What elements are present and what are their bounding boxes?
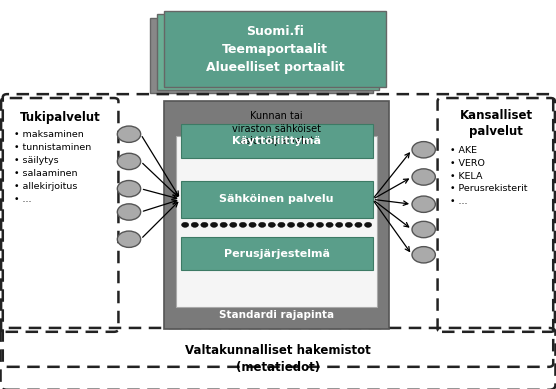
Circle shape bbox=[191, 223, 198, 227]
Circle shape bbox=[117, 204, 141, 220]
Circle shape bbox=[201, 223, 208, 227]
Circle shape bbox=[412, 142, 435, 158]
FancyBboxPatch shape bbox=[157, 14, 379, 90]
Circle shape bbox=[412, 196, 435, 212]
Circle shape bbox=[117, 126, 141, 142]
Circle shape bbox=[345, 223, 353, 227]
Circle shape bbox=[287, 223, 295, 227]
Circle shape bbox=[220, 223, 227, 227]
Circle shape bbox=[278, 223, 285, 227]
Circle shape bbox=[355, 223, 362, 227]
Circle shape bbox=[210, 223, 217, 227]
FancyBboxPatch shape bbox=[164, 101, 389, 329]
Circle shape bbox=[307, 223, 314, 227]
Circle shape bbox=[326, 223, 333, 227]
Text: Käyttöliittymä: Käyttöliittymä bbox=[232, 136, 321, 146]
Text: Kunnan tai
viraston sähköiset
asiointipalvelut: Kunnan tai viraston sähköiset asiointipa… bbox=[232, 111, 321, 147]
Circle shape bbox=[412, 221, 435, 238]
FancyBboxPatch shape bbox=[181, 124, 373, 158]
Text: Tukipalvelut: Tukipalvelut bbox=[19, 111, 100, 124]
Circle shape bbox=[117, 153, 141, 170]
FancyBboxPatch shape bbox=[181, 237, 373, 270]
FancyBboxPatch shape bbox=[181, 181, 373, 218]
Circle shape bbox=[249, 223, 256, 227]
Circle shape bbox=[117, 231, 141, 247]
Circle shape bbox=[297, 223, 304, 227]
Text: Perusjärjestelmä: Perusjärjestelmä bbox=[224, 249, 330, 259]
Text: • AKE
• VERO
• KELA
• Perusrekisterit
• ...: • AKE • VERO • KELA • Perusrekisterit • … bbox=[450, 146, 528, 206]
Text: • maksaminen
• tunnistaminen
• säilytys
• salaaminen
• allekirjoitus
• ...: • maksaminen • tunnistaminen • säilytys … bbox=[14, 130, 91, 203]
Text: Standardi rajapinta: Standardi rajapinta bbox=[219, 310, 334, 320]
Circle shape bbox=[412, 247, 435, 263]
FancyBboxPatch shape bbox=[150, 18, 373, 93]
FancyBboxPatch shape bbox=[176, 136, 377, 307]
Circle shape bbox=[365, 223, 371, 227]
Text: Suomi.fi
Teemaportaalit
Alueelliset portaalit: Suomi.fi Teemaportaalit Alueelliset port… bbox=[206, 25, 345, 74]
Circle shape bbox=[117, 180, 141, 197]
Circle shape bbox=[259, 223, 266, 227]
FancyBboxPatch shape bbox=[164, 11, 386, 87]
Text: Kansalliset
palvelut: Kansalliset palvelut bbox=[460, 109, 533, 138]
Text: Valtakunnalliset hakemistot
(metatiedot): Valtakunnalliset hakemistot (metatiedot) bbox=[185, 344, 371, 374]
Circle shape bbox=[239, 223, 246, 227]
Circle shape bbox=[412, 169, 435, 185]
Circle shape bbox=[316, 223, 324, 227]
Text: Sähköinen palvelu: Sähköinen palvelu bbox=[220, 194, 334, 204]
Circle shape bbox=[181, 223, 189, 227]
Circle shape bbox=[230, 223, 237, 227]
Circle shape bbox=[268, 223, 275, 227]
Circle shape bbox=[336, 223, 343, 227]
